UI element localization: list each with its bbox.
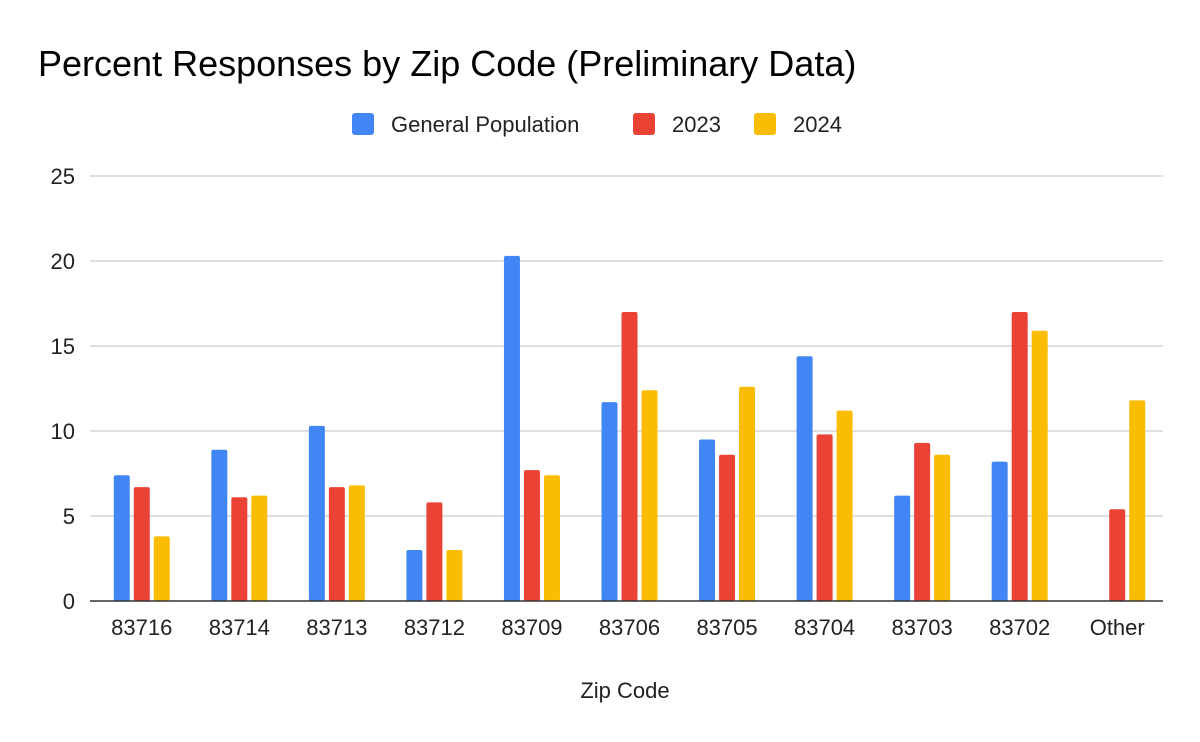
bar-2023-83709 bbox=[523, 470, 540, 601]
bar-2024-83716 bbox=[153, 536, 170, 601]
legend-item: General Population bbox=[352, 112, 579, 137]
bar-2024-83702 bbox=[1031, 330, 1048, 601]
x-axis-ticks: 83716 83714 83713 83712 83709 83706 83705 83704… bbox=[111, 615, 1145, 640]
legend-label: 2023 bbox=[672, 112, 721, 137]
legend-swatch bbox=[754, 113, 776, 135]
x-tick-label: 83706 bbox=[599, 615, 660, 640]
y-tick-label: 5 bbox=[63, 504, 75, 529]
x-tick-label: 83716 bbox=[111, 615, 172, 640]
x-tick-label: 83702 bbox=[989, 615, 1050, 640]
bar-general-population-83712 bbox=[406, 550, 423, 601]
bar-general-population-83703 bbox=[894, 495, 911, 601]
legend-swatch bbox=[352, 113, 374, 135]
bar-2024-other bbox=[1129, 400, 1146, 601]
y-tick-label: 15 bbox=[51, 334, 75, 359]
legend-swatch bbox=[633, 113, 655, 135]
bars bbox=[113, 255, 1146, 601]
bar-general-population-83702 bbox=[991, 461, 1008, 601]
legend-label: General Population bbox=[391, 112, 579, 137]
bar-2024-83714 bbox=[251, 495, 268, 601]
bar-2024-83712 bbox=[446, 550, 463, 601]
bar-2023-83704 bbox=[816, 434, 833, 601]
bar-general-population-83709 bbox=[503, 255, 520, 601]
x-tick-label: 83705 bbox=[696, 615, 757, 640]
bar-2023-83716 bbox=[133, 487, 150, 601]
bar-general-population-83705 bbox=[699, 439, 716, 601]
y-axis-ticks: 0 5 10 15 20 25 bbox=[51, 164, 75, 614]
bar-general-population-83714 bbox=[211, 449, 228, 601]
bar-2024-83705 bbox=[739, 386, 756, 601]
bar-general-population-83716 bbox=[113, 475, 130, 601]
bar-2023-83712 bbox=[426, 502, 443, 601]
bar-general-population-83706 bbox=[601, 402, 618, 601]
bar-2024-83713 bbox=[348, 485, 365, 601]
x-tick-label: 83709 bbox=[501, 615, 562, 640]
x-tick-label: 83704 bbox=[794, 615, 855, 640]
bar-2024-83709 bbox=[543, 475, 560, 601]
bar-2024-83704 bbox=[836, 410, 853, 601]
bar-general-population-83713 bbox=[308, 425, 325, 601]
legend-item: 2024 bbox=[754, 112, 842, 137]
bar-2023-83713 bbox=[328, 487, 345, 601]
y-tick-label: 25 bbox=[51, 164, 75, 189]
y-tick-label: 0 bbox=[63, 589, 75, 614]
x-tick-label: 83714 bbox=[209, 615, 270, 640]
y-tick-label: 20 bbox=[51, 249, 75, 274]
bar-2023-83706 bbox=[621, 312, 638, 601]
legend-item: 2023 bbox=[633, 112, 721, 137]
bar-2023-83702 bbox=[1011, 312, 1028, 601]
bar-2023-83703 bbox=[914, 442, 931, 601]
bar-2023-83705 bbox=[719, 454, 736, 601]
x-tick-label: Other bbox=[1090, 615, 1145, 640]
bar-2023-other bbox=[1109, 509, 1126, 601]
x-tick-label: 83712 bbox=[404, 615, 465, 640]
y-tick-label: 10 bbox=[51, 419, 75, 444]
legend-label: 2024 bbox=[793, 112, 842, 137]
bar-general-population-83704 bbox=[796, 356, 813, 601]
chart-title: Percent Responses by Zip Code (Prelimina… bbox=[38, 43, 856, 84]
x-axis-label: Zip Code bbox=[580, 678, 669, 703]
bar-2024-83703 bbox=[934, 454, 951, 601]
legend: General Population 2023 2024 bbox=[352, 112, 842, 137]
bar-2024-83706 bbox=[641, 390, 658, 601]
bar-2023-83714 bbox=[231, 497, 248, 601]
x-tick-label: 83703 bbox=[892, 615, 953, 640]
x-tick-label: 83713 bbox=[306, 615, 367, 640]
